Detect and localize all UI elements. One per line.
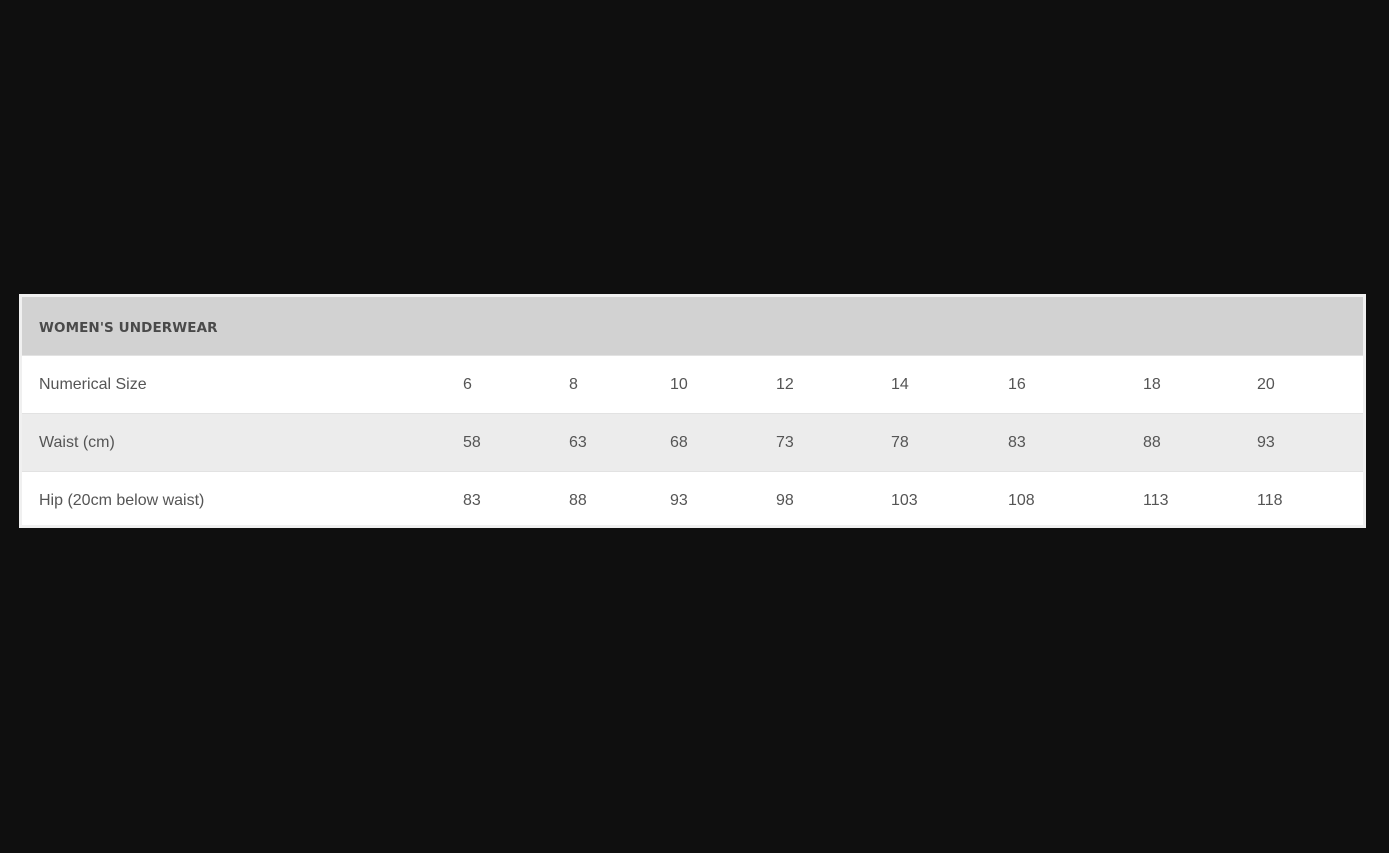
table-cell: 14 <box>891 376 909 393</box>
table-row: Waist (cm) 58 63 68 73 78 83 88 93 <box>22 413 1363 471</box>
table-cell: 20 <box>1257 376 1275 393</box>
table-header: WOMEN'S UNDERWEAR <box>22 297 1363 355</box>
table-cell: 103 <box>891 492 918 509</box>
table-cell: 83 <box>463 492 481 509</box>
row-label: Numerical Size <box>39 376 147 393</box>
table-row: Hip (20cm below waist) 83 88 93 98 103 108 113 1… <box>22 471 1363 529</box>
table-cell: 118 <box>1257 492 1283 509</box>
row-label: Hip (20cm below waist) <box>39 492 205 509</box>
table-cell: 18 <box>1143 376 1161 393</box>
table-cell: 93 <box>670 492 688 509</box>
table-title: WOMEN'S UNDERWEAR <box>39 320 218 336</box>
table-cell: 10 <box>670 376 688 393</box>
table-cell: 88 <box>569 492 587 509</box>
table-cell: 108 <box>1008 492 1035 509</box>
table-cell: 58 <box>463 434 481 451</box>
table-cell: 68 <box>670 434 688 451</box>
table-cell: 8 <box>569 376 578 393</box>
row-label: Waist (cm) <box>39 434 115 451</box>
table-cell: 16 <box>1008 376 1026 393</box>
table-cell: 93 <box>1257 434 1275 451</box>
table-cell: 98 <box>776 492 794 509</box>
table-cell: 73 <box>776 434 794 451</box>
table-row: Numerical Size 6 8 10 12 14 16 18 20 <box>22 355 1363 413</box>
table-cell: 63 <box>569 434 587 451</box>
table-cell: 12 <box>776 376 794 393</box>
size-chart-table: WOMEN'S UNDERWEAR Numerical Size 6 8 10 12 14… <box>19 294 1366 528</box>
table-cell: 78 <box>891 434 909 451</box>
table-cell: 6 <box>463 376 472 393</box>
table-cell: 88 <box>1143 434 1161 451</box>
table-cell: 83 <box>1008 434 1026 451</box>
table-cell: 113 <box>1143 492 1169 509</box>
